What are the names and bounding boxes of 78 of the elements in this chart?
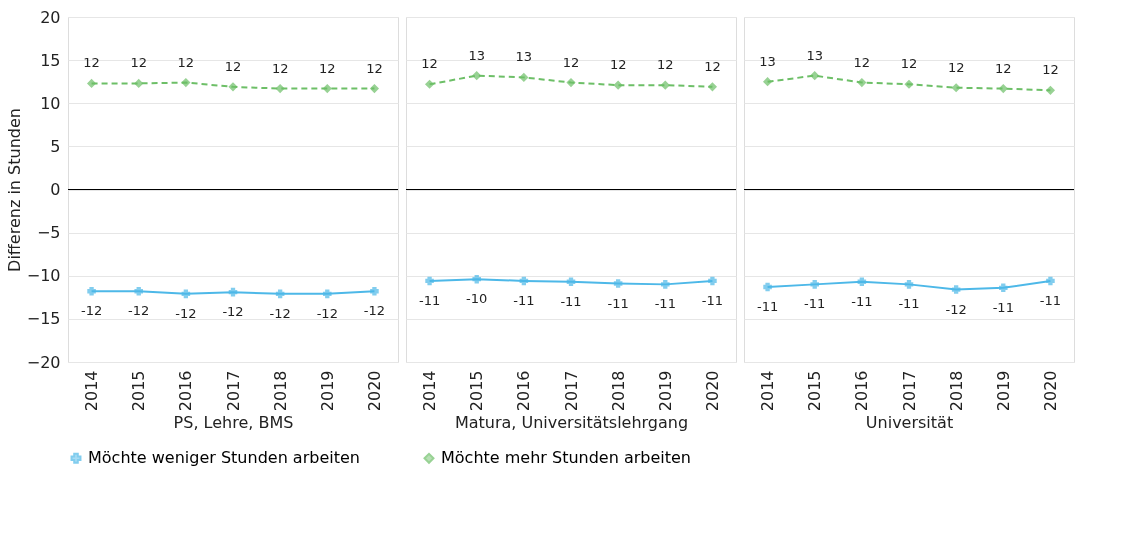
x-axis-title: PS, Lehre, BMS — [173, 413, 294, 433]
data-label: -11 — [1039, 292, 1062, 308]
data-label: 12 — [900, 56, 918, 72]
data-label: 12 — [366, 60, 383, 76]
data-label: 12 — [947, 59, 965, 75]
y-axis-title: Differenz in Stunden — [4, 108, 24, 272]
legend-label: Möchte weniger Stunden arbeiten — [88, 448, 360, 468]
y-tick-label: −10 — [26, 266, 61, 286]
data-label: -12 — [80, 303, 103, 319]
data-label: -10 — [466, 291, 488, 307]
x-tick-label: 2017 — [899, 370, 919, 412]
data-label: 12 — [271, 60, 289, 76]
data-label: -12 — [945, 301, 967, 317]
x-tick-label: 2017 — [223, 370, 243, 412]
x-tick-label: 2015 — [805, 370, 825, 412]
x-tick-label: 2015 — [467, 370, 487, 412]
y-tick-label: −20 — [26, 352, 61, 372]
x-tick-label: 2020 — [702, 370, 722, 412]
data-label: 12 — [1042, 62, 1059, 78]
data-label: -11 — [654, 296, 676, 312]
x-tick-label: 2017 — [561, 370, 581, 412]
data-label: -11 — [418, 292, 441, 308]
data-label: -11 — [560, 293, 582, 309]
y-tick-label: −15 — [26, 309, 61, 329]
data-label: 12 — [853, 54, 871, 70]
x-tick-label: 2018 — [270, 370, 290, 412]
data-label: 12 — [657, 57, 674, 73]
data-label: -12 — [128, 303, 150, 319]
data-label: -12 — [269, 305, 291, 321]
data-label: -11 — [607, 295, 629, 311]
data-label: 13 — [468, 47, 485, 63]
x-tick-label: 2019 — [317, 370, 337, 412]
x-tick-label: 2014 — [758, 370, 778, 412]
y-tick-label: −5 — [36, 223, 61, 243]
y-tick-label: 20 — [40, 7, 61, 27]
data-label: 13 — [759, 53, 776, 69]
data-label: 13 — [806, 47, 823, 63]
x-tick-label: 2020 — [364, 370, 384, 412]
x-tick-label: 2016 — [514, 370, 534, 412]
x-tick-label: 2019 — [993, 370, 1013, 412]
data-label: 12 — [83, 55, 100, 71]
data-label: 12 — [319, 60, 336, 76]
y-tick-label: 0 — [50, 180, 61, 199]
data-label: -11 — [701, 292, 724, 308]
data-label: 13 — [515, 49, 533, 65]
data-label: -11 — [804, 296, 826, 312]
x-tick-label: 2018 — [946, 370, 966, 412]
data-label: 12 — [609, 57, 627, 73]
x-tick-label: 2019 — [655, 370, 675, 412]
data-label: -11 — [851, 293, 873, 309]
data-label: -12 — [175, 305, 197, 321]
y-tick-label: 10 — [40, 93, 61, 113]
y-tick-label: 5 — [50, 136, 61, 156]
data-label: -11 — [992, 299, 1014, 315]
data-label: 12 — [995, 60, 1012, 76]
data-label: -11 — [898, 296, 920, 312]
data-label: 12 — [130, 55, 147, 71]
data-label: -12 — [222, 304, 244, 320]
data-label: -12 — [316, 305, 338, 321]
data-label: 12 — [177, 54, 195, 70]
x-tick-label: 2015 — [129, 370, 149, 412]
x-tick-label: 2020 — [1040, 370, 1060, 412]
legend-label: Möchte mehr Stunden arbeiten — [441, 448, 691, 468]
x-axis-title: Matura, Universitätslehrgang — [454, 413, 689, 433]
data-label: -12 — [363, 303, 386, 319]
data-label: 12 — [421, 56, 438, 72]
data-label: 12 — [704, 58, 721, 74]
x-tick-label: 2016 — [852, 370, 872, 412]
x-tick-label: 2016 — [176, 370, 196, 412]
x-axis-title: Universität — [865, 413, 954, 433]
data-label: 12 — [224, 58, 242, 74]
x-tick-label: 2014 — [82, 370, 102, 412]
x-tick-label: 2014 — [420, 370, 440, 412]
data-label: 12 — [562, 54, 580, 70]
x-tick-label: 2018 — [608, 370, 628, 412]
data-label: -11 — [513, 292, 535, 308]
data-label: -11 — [756, 298, 779, 314]
y-tick-label: 15 — [40, 50, 61, 70]
